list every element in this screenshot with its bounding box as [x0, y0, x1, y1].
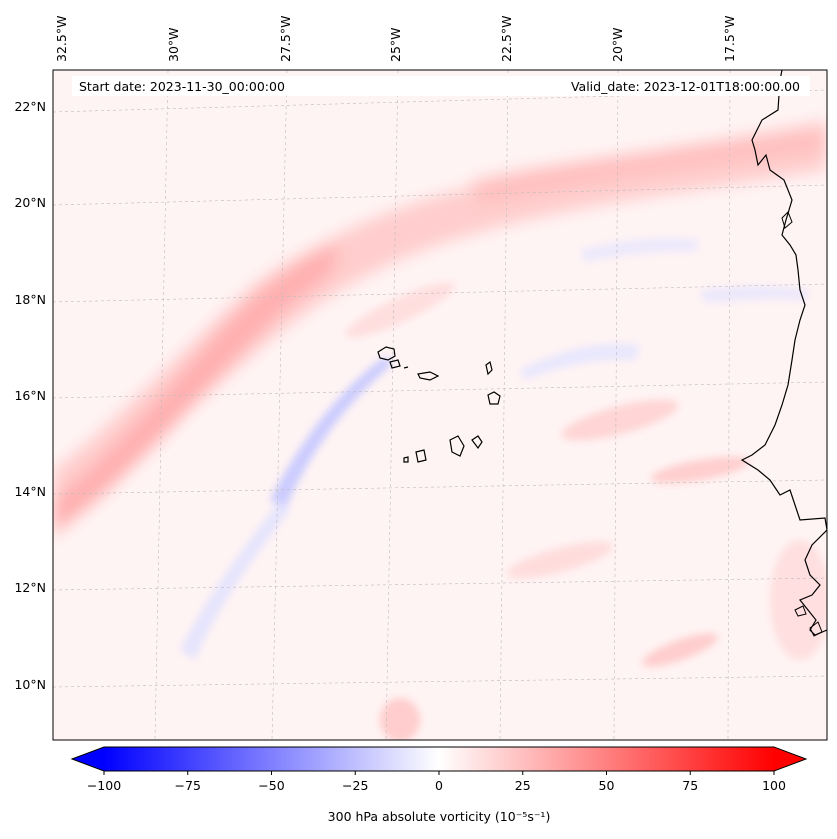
coastal-islands	[781, 211, 823, 637]
lat-label: 12°N	[14, 580, 46, 595]
colorbar-tick-label: 25	[515, 778, 531, 793]
colorbar-label: 300 hPa absolute vorticity (10⁻⁵s⁻¹)	[328, 809, 551, 824]
cape-verde-islands	[377, 346, 501, 463]
colorbar-ticks: −100 −75 −50 −25 0 25 50 75 100	[87, 771, 786, 793]
lon-label: 17.5°W	[722, 16, 737, 62]
negative-vorticity-streak	[180, 238, 810, 660]
lon-label: 30°W	[166, 27, 181, 62]
map-panel	[53, 70, 827, 740]
colorbar-tick-label: 75	[682, 778, 698, 793]
lon-label: 20°W	[610, 27, 625, 62]
map-frame	[52, 69, 828, 741]
colorbar-tick-label: −100	[87, 778, 121, 793]
lon-label: 22.5°W	[499, 16, 514, 62]
lat-label: 22°N	[14, 99, 46, 114]
colorbar-extend-max	[774, 747, 806, 771]
start-date-label: Start date: 2023-11-30_00:00:00	[79, 79, 285, 94]
lon-label: 32.5°W	[54, 16, 69, 62]
colorbar-tick-label: 100	[762, 778, 786, 793]
colorbar-tick-label: 50	[599, 778, 615, 793]
lat-label: 20°N	[14, 195, 46, 210]
colorbar-tick-label: −75	[175, 778, 201, 793]
longitude-labels: 32.5°W 30°W 27.5°W 25°W 22.5°W 20°W 17.5…	[54, 16, 737, 62]
graticule	[53, 70, 827, 740]
colorbar-gradient	[104, 747, 774, 771]
lat-label: 18°N	[14, 292, 46, 307]
colorbar-tick-label: −25	[342, 778, 368, 793]
colorbar: −100 −75 −50 −25 0 25 50 75 100 300 hPa absolute…	[70, 746, 808, 824]
africa-coastline	[740, 70, 827, 636]
lon-label: 25°W	[388, 27, 403, 62]
colorbar-tick-label: 0	[435, 778, 443, 793]
positive-vorticity-patches	[345, 282, 827, 740]
lon-label: 27.5°W	[278, 16, 293, 62]
valid-date-label: Valid_date: 2023-12-01T18:00:00.00	[571, 79, 800, 94]
lat-label: 10°N	[14, 677, 46, 692]
lat-label: 16°N	[14, 388, 46, 403]
header-box	[72, 76, 810, 96]
latitude-labels: 22°N 20°N 18°N 16°N 14°N 12°N 10°N	[14, 99, 46, 692]
positive-vorticity-band	[53, 120, 827, 540]
lat-label: 14°N	[14, 484, 46, 499]
colorbar-extend-min	[72, 747, 104, 771]
colorbar-tick-label: −50	[258, 778, 284, 793]
